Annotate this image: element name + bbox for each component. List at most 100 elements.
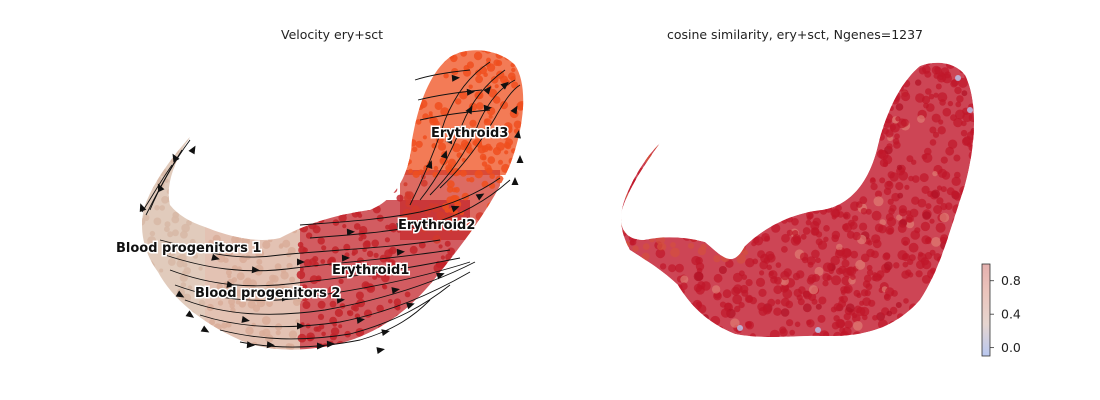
cell-point [942, 107, 952, 117]
outlier-point [955, 75, 961, 81]
cell-point [504, 221, 513, 229]
cell-point [796, 87, 807, 98]
cell-point [473, 51, 483, 61]
colorbar-ticks: 0.00.40.8 [990, 273, 1021, 355]
cell-point [503, 199, 510, 206]
cell-point [460, 169, 467, 177]
cell-point [715, 94, 725, 104]
cell-point [349, 160, 355, 166]
cell-point [902, 240, 909, 246]
cell-point [843, 84, 853, 94]
cell-point [267, 160, 274, 166]
cell-point [504, 150, 509, 155]
cell-point [914, 227, 921, 234]
cell-point [872, 338, 881, 347]
cell-point [854, 175, 862, 183]
cell-point [651, 53, 659, 61]
cell-point [803, 160, 813, 169]
cell-point [739, 71, 750, 81]
cell-point [302, 247, 308, 253]
cell-point [308, 221, 317, 230]
streamline [199, 271, 471, 328]
cell-point [734, 142, 741, 149]
cell-point [811, 273, 820, 282]
cell-point [765, 190, 773, 198]
cell-point [864, 129, 873, 138]
cell-point [524, 167, 531, 174]
cell-point [770, 114, 778, 122]
cell-point [973, 311, 975, 321]
cell-point [214, 56, 220, 62]
cell-point [795, 193, 803, 200]
cell-point [947, 274, 957, 284]
cell-point [164, 221, 171, 228]
cell-point [677, 189, 687, 199]
cell-point [762, 94, 770, 103]
cell-point [701, 281, 711, 291]
cell-point [670, 121, 678, 128]
cell-point [247, 229, 252, 234]
cell-point [225, 173, 233, 181]
cell-point [230, 147, 239, 156]
cell-point [790, 75, 799, 85]
cell-point [812, 62, 820, 65]
cell-point [951, 176, 961, 186]
cell-point [663, 163, 672, 172]
cell-point [716, 230, 724, 238]
cell-point [670, 242, 676, 248]
cell-point [881, 340, 890, 349]
cell-point [693, 73, 703, 83]
cell-point [722, 52, 728, 58]
cell-point [636, 167, 646, 177]
cell-point [143, 150, 151, 158]
cell-point [893, 262, 900, 269]
cluster-labels: Blood progenitors 1 Blood progenitors 2 … [115, 125, 510, 303]
cell-point [317, 313, 325, 320]
cell-point [811, 227, 820, 236]
cell-point [438, 315, 444, 322]
cell-point [252, 246, 260, 254]
cell-point [721, 225, 732, 236]
cell-point [515, 310, 523, 318]
cell-point [871, 250, 879, 259]
cell-point [373, 128, 380, 135]
cell-point [705, 222, 715, 232]
cell-point [643, 224, 653, 233]
cell-point [303, 193, 312, 202]
cell-point [659, 133, 667, 142]
cell-point [817, 196, 824, 202]
cell-point [620, 157, 622, 163]
cell-point [455, 98, 462, 105]
cell-point [898, 71, 908, 81]
cell-point [224, 98, 230, 104]
cell-point [902, 79, 911, 88]
cell-point [715, 122, 725, 131]
cell-point [818, 296, 827, 305]
cell-point [170, 117, 178, 126]
cell-point [673, 72, 683, 82]
cell-point [389, 225, 398, 233]
cell-point [844, 108, 853, 118]
cell-point [725, 116, 734, 124]
cell-point [931, 237, 941, 247]
cell-point [860, 63, 870, 74]
cell-point [647, 66, 656, 75]
cell-point [351, 210, 360, 218]
cell-point [467, 248, 472, 253]
cell-point [964, 300, 970, 306]
cell-point [815, 257, 821, 264]
cell-point [343, 178, 349, 184]
cell-point [226, 58, 235, 68]
cell-point [342, 116, 348, 121]
cell-point [136, 39, 141, 44]
streamline-arrowhead [336, 296, 345, 304]
cell-point [414, 330, 420, 336]
cell-point [288, 154, 293, 159]
cell-point [334, 156, 343, 165]
cell-point [685, 173, 694, 182]
cell-point [487, 236, 496, 245]
cell-point [296, 181, 301, 187]
cell-point [947, 313, 955, 321]
cell-point [426, 56, 435, 65]
cell-point [879, 177, 886, 184]
